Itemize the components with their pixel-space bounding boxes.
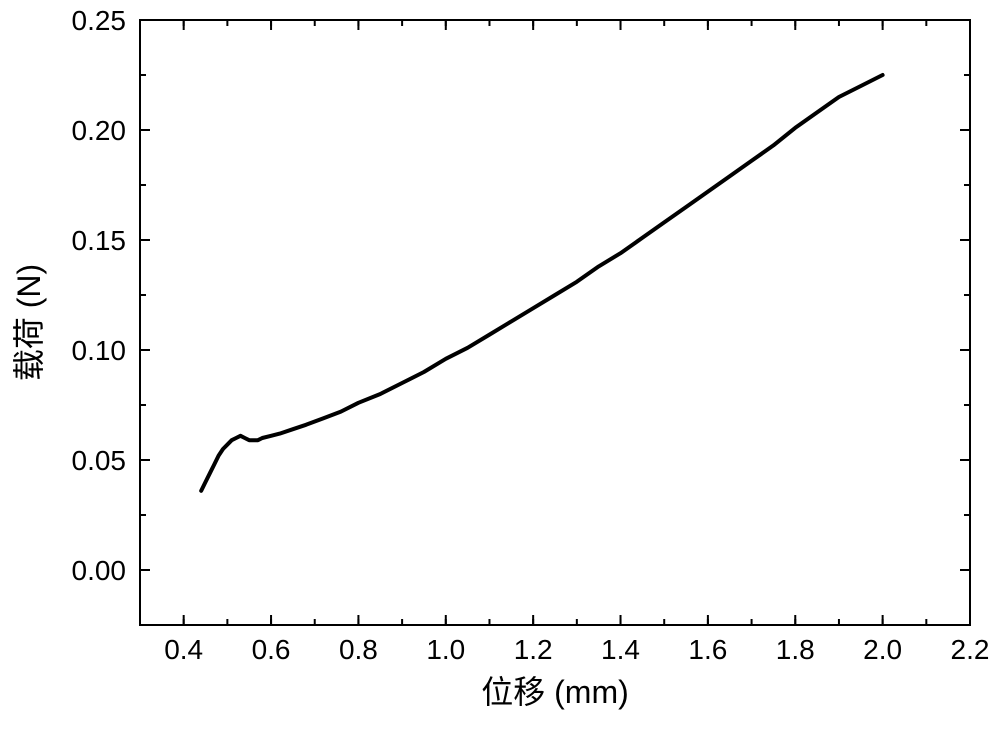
x-tick-label: 0.6: [252, 634, 291, 665]
x-tick-label: 0.4: [164, 634, 203, 665]
chart-svg: 0.4 0.6 0.8 1.0 1.2 1.4 1.6 1.8 2.0 2.2 0.00 0.05 0.…: [0, 0, 1000, 735]
x-tick-label: 2.2: [951, 634, 990, 665]
x-tick-label: 1.2: [514, 634, 553, 665]
y-axis-title: 载荷 (N): [11, 264, 47, 381]
x-tick-label: 1.8: [776, 634, 815, 665]
series-load-displacement: [201, 75, 882, 491]
y-tick-label: 0.15: [72, 225, 127, 256]
plot-border: [140, 20, 970, 625]
x-tick-label: 1.6: [688, 634, 727, 665]
y-tick-label: 0.00: [72, 555, 127, 586]
y-tick-label: 0.20: [72, 115, 127, 146]
x-tick-label: 0.8: [339, 634, 378, 665]
y-tick-label: 0.10: [72, 335, 127, 366]
y-tick-label: 0.05: [72, 445, 127, 476]
chart-container: 0.4 0.6 0.8 1.0 1.2 1.4 1.6 1.8 2.0 2.2 0.00 0.05 0.…: [0, 0, 1000, 735]
x-tick-label: 1.0: [426, 634, 465, 665]
y-tick-label: 0.25: [72, 5, 127, 36]
x-axis-title: 位移 (mm): [481, 674, 629, 710]
x-tick-label: 2.0: [863, 634, 902, 665]
x-tick-label: 1.4: [601, 634, 640, 665]
